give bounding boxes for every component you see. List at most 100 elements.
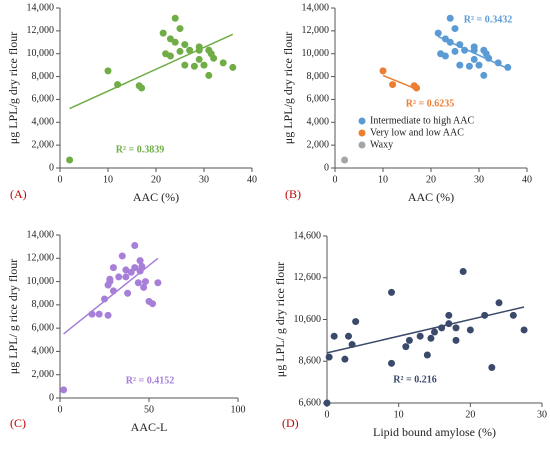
data-point xyxy=(195,55,203,63)
data-point xyxy=(402,343,410,351)
x-tick-label: 20 xyxy=(151,174,161,185)
y-tick-label: 10,000 xyxy=(302,48,330,59)
data-point xyxy=(466,326,474,334)
data-point xyxy=(159,29,167,37)
y-tick-label: 10,000 xyxy=(27,276,55,287)
y-tick-label: 6,000 xyxy=(307,94,330,105)
y-axis-label: μg LPL/ g dry rice flour xyxy=(273,262,287,377)
data-point xyxy=(341,156,349,164)
trendline xyxy=(326,306,525,354)
data-point xyxy=(495,299,503,307)
x-tick-label: 40 xyxy=(247,174,257,185)
x-tick-label: 40 xyxy=(522,174,532,185)
data-point xyxy=(229,63,237,71)
legend-marker xyxy=(358,141,366,149)
data-point xyxy=(323,399,331,407)
data-point xyxy=(423,351,431,359)
data-point xyxy=(104,67,112,75)
r-squared-label: R² = 0.6235 xyxy=(406,98,454,109)
data-point xyxy=(134,279,142,287)
data-point xyxy=(341,355,349,363)
data-point xyxy=(504,63,512,71)
data-point xyxy=(181,41,189,49)
r-squared-label: R² = 0.3839 xyxy=(116,144,164,155)
data-point xyxy=(176,47,184,55)
data-point xyxy=(509,311,517,319)
y-tick-label: 14,000 xyxy=(27,2,55,13)
data-point xyxy=(431,328,438,336)
x-tick-label: 100 xyxy=(231,404,246,415)
data-point xyxy=(456,61,464,69)
legend-marker xyxy=(358,129,366,137)
data-point xyxy=(389,81,397,89)
panel-label: (C) xyxy=(10,416,26,430)
data-point xyxy=(138,84,146,92)
x-tick-label: 50 xyxy=(144,404,154,415)
data-point xyxy=(95,310,103,318)
data-point xyxy=(122,266,130,274)
y-tick-label: 6,000 xyxy=(32,94,55,105)
data-point xyxy=(114,81,122,89)
x-tick-label: 0 xyxy=(333,174,338,185)
y-tick-label: 2,000 xyxy=(307,139,330,150)
data-point xyxy=(445,311,453,319)
y-tick-label: 14,000 xyxy=(27,229,55,240)
y-tick-label: 6,600 xyxy=(299,397,322,408)
y-tick-label: 12,600 xyxy=(294,272,322,283)
data-point xyxy=(470,46,478,54)
panel-label: (D) xyxy=(282,416,299,430)
y-tick-label: 4,000 xyxy=(32,346,55,357)
x-tick-label: 20 xyxy=(426,174,436,185)
data-point xyxy=(470,55,478,63)
data-point xyxy=(438,324,446,332)
data-point xyxy=(459,267,467,275)
data-point xyxy=(434,29,442,37)
data-point xyxy=(219,59,227,67)
data-point xyxy=(205,71,213,79)
y-tick-label: 2,000 xyxy=(32,139,55,150)
legend-label: Intermediate to high AAC xyxy=(370,115,474,126)
data-point xyxy=(140,283,148,291)
x-tick-label: 10 xyxy=(103,174,113,185)
y-tick-label: 14,000 xyxy=(302,2,330,13)
data-point xyxy=(138,262,146,270)
data-point xyxy=(176,25,184,33)
x-tick-label: 30 xyxy=(537,409,547,420)
data-point xyxy=(154,279,162,287)
data-point xyxy=(109,287,117,295)
data-point xyxy=(416,332,424,340)
data-point xyxy=(405,336,413,344)
y-axis-label: μg LPL/g dry rice flour xyxy=(6,32,20,144)
data-point xyxy=(104,311,112,319)
y-tick-label: 8,000 xyxy=(32,71,55,82)
data-point xyxy=(456,41,464,49)
data-point xyxy=(190,62,198,70)
data-point xyxy=(115,273,123,281)
data-point xyxy=(446,14,454,22)
data-point xyxy=(101,295,108,303)
data-point xyxy=(465,62,473,70)
data-point xyxy=(480,71,488,79)
r-squared-label: R² = 0.3432 xyxy=(464,14,512,25)
panel-label: (A) xyxy=(10,187,27,201)
data-point xyxy=(118,252,126,260)
y-tick-label: 0 xyxy=(49,162,54,173)
data-point xyxy=(379,67,387,75)
data-point xyxy=(60,386,68,394)
y-tick-label: 4,000 xyxy=(32,117,55,128)
data-point xyxy=(131,241,139,249)
x-axis-label: AAC (%) xyxy=(133,190,179,204)
data-point xyxy=(109,264,117,272)
y-tick-label: 10,000 xyxy=(27,48,55,59)
y-tick-label: 2,000 xyxy=(32,369,55,380)
data-point xyxy=(445,320,453,328)
x-tick-label: 0 xyxy=(325,409,330,420)
trendline xyxy=(69,33,234,110)
data-point xyxy=(446,38,454,46)
y-tick-label: 14,600 xyxy=(294,230,322,241)
y-tick-label: 8,600 xyxy=(299,356,322,367)
r-squared-label: R² = 0.4152 xyxy=(126,375,174,386)
data-point xyxy=(200,61,208,69)
data-point xyxy=(136,257,144,265)
